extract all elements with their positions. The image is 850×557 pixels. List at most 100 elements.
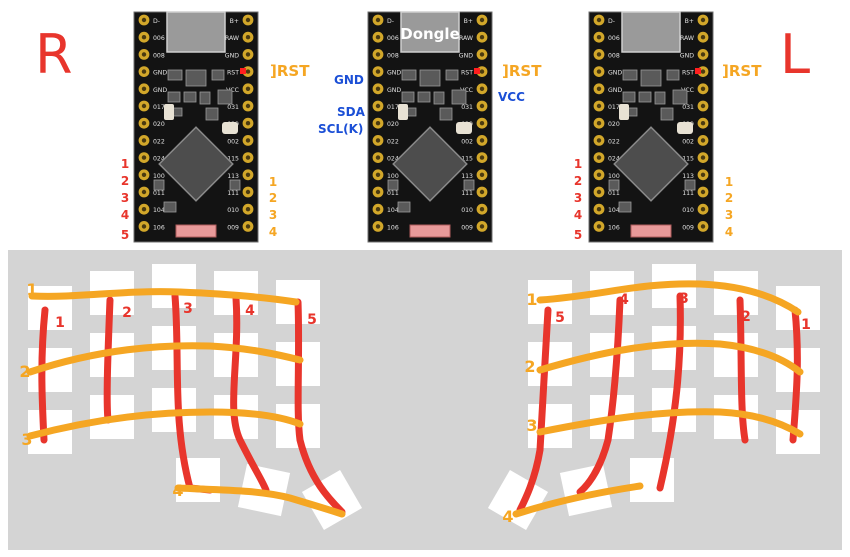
matrix-wire [536,339,804,376]
pin-label: RST [461,70,473,77]
matrix-wire [171,292,214,494]
smd-component [463,179,475,191]
pin-label: 100 [153,173,165,180]
smd-component [684,179,696,191]
pin-label: 009 [227,224,239,231]
mcu-chip [158,126,234,202]
matrix-label: 5 [307,312,317,328]
pin-label: GND [153,70,167,77]
pin-number: 4 [121,208,129,222]
pin-label: GND [153,87,167,94]
pin-number: 3 [269,208,277,222]
pin-label: 011 [153,190,165,197]
crystal [677,122,693,134]
pin-hole [375,155,381,160]
pin-hole [700,103,706,109]
matrix-wire [576,296,624,496]
dongle-title: Dongle [400,25,460,43]
rst-label-left: ]RST [722,62,762,80]
pin-label: 022 [387,138,399,145]
pin-hole [141,172,147,177]
smd-component [163,201,177,213]
pin-hole [596,103,602,109]
pin-hole [375,103,381,109]
pin-hole [141,52,147,57]
battery-connector [630,224,672,238]
pin-number: 1 [725,175,733,189]
matrix-label: 2 [122,305,132,321]
mcu-chip [613,126,689,202]
pin-label: 017 [153,104,165,111]
pin-label: 006 [608,35,620,42]
pin-label: GND [608,87,622,94]
smd-component [638,91,652,103]
pin-hole [375,17,381,23]
pin-label: 024 [387,156,399,163]
pin-hole [141,189,147,195]
pin-number: 2 [725,191,733,205]
controller-board-dongle: D-B+006RAW008GNDGNDRSTGNDVCC017031020029… [367,11,493,243]
matrix-label: 1 [55,315,65,331]
pin-label: 106 [387,224,399,231]
pin-hole [245,86,251,92]
pin-hole [700,189,706,195]
pin-hole [245,103,251,109]
pin-hole [141,69,147,74]
pin-label: 111 [227,190,239,197]
matrix-wire [536,280,802,316]
smd-component [167,69,183,81]
pin-label: RAW [459,35,473,42]
matrix-label: 2 [19,362,30,381]
pin-annotations: 1 2 3 4 5 1 2 3 4 1 2 3 4 5 1 2 3 4 [121,157,733,242]
pin-hole [596,172,602,177]
pin-hole [700,121,706,126]
pin-label: 106 [608,224,620,231]
pin-label: 100 [387,173,399,180]
pin-number: 2 [269,191,277,205]
pin-label: 104 [608,207,620,214]
keyboard-plate [8,250,842,550]
matrix-label: 3 [183,301,193,317]
pin-hole [596,69,602,74]
pin-number: 1 [574,157,582,171]
usb-connector [166,11,226,53]
smd-component [672,89,688,105]
pin-label: RST [682,70,694,77]
pin-hole [245,155,251,160]
pin-label: 006 [387,35,399,42]
capacitor [619,104,629,120]
pin-label: 020 [608,121,620,128]
pin-label: 011 [608,190,620,197]
pin-hole [141,121,147,126]
smd-component [183,91,197,103]
pin-label: B+ [464,18,473,25]
smd-component [199,91,211,105]
pin-label: 104 [387,207,399,214]
matrix-wire [536,408,804,438]
pin-label: VCC [226,87,239,94]
pin-hole [479,35,485,40]
pin-number: 5 [121,228,129,242]
smd-component [654,91,666,105]
pin-label: D- [153,18,160,25]
pin-hole [700,224,706,229]
pin-label: 113 [682,173,694,180]
rst-label-right: ]RST [270,62,310,80]
crystal [456,122,472,134]
pin-label: RST [227,70,239,77]
pin-hole [596,189,602,195]
pin-hole [596,52,602,57]
pin-label: 020 [387,121,399,128]
key [714,333,758,377]
pin-hole [375,52,381,57]
pin-hole [700,69,706,74]
smd-component [387,179,399,191]
status-led [474,68,480,74]
matrix-wire [38,306,49,444]
pin-hole [479,189,485,195]
matrix-label: 4 [245,303,255,319]
pin-label: RAW [225,35,239,42]
pin-label: GND [608,70,622,77]
pin-label: GND [387,70,401,77]
